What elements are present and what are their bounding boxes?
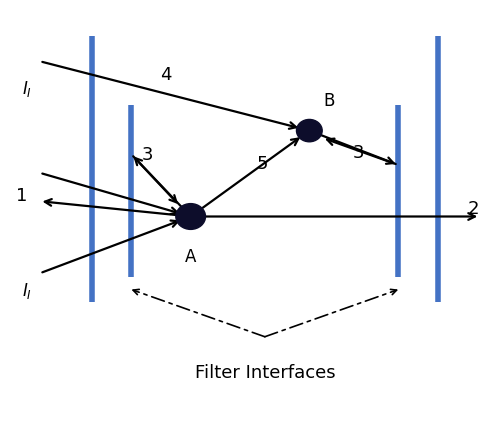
Text: $I_I$: $I_I$ bbox=[22, 79, 32, 99]
Circle shape bbox=[296, 120, 322, 142]
Text: Filter Interfaces: Filter Interfaces bbox=[194, 363, 335, 381]
Text: $I_I$: $I_I$ bbox=[22, 280, 32, 300]
Text: B: B bbox=[324, 92, 335, 110]
Text: 4: 4 bbox=[160, 66, 172, 84]
Text: 3: 3 bbox=[141, 146, 152, 164]
Text: 1: 1 bbox=[16, 187, 28, 204]
Circle shape bbox=[176, 204, 206, 230]
Text: 3: 3 bbox=[353, 144, 364, 162]
Text: A: A bbox=[185, 247, 196, 265]
Text: 5: 5 bbox=[256, 155, 268, 172]
Text: 2: 2 bbox=[468, 200, 479, 217]
